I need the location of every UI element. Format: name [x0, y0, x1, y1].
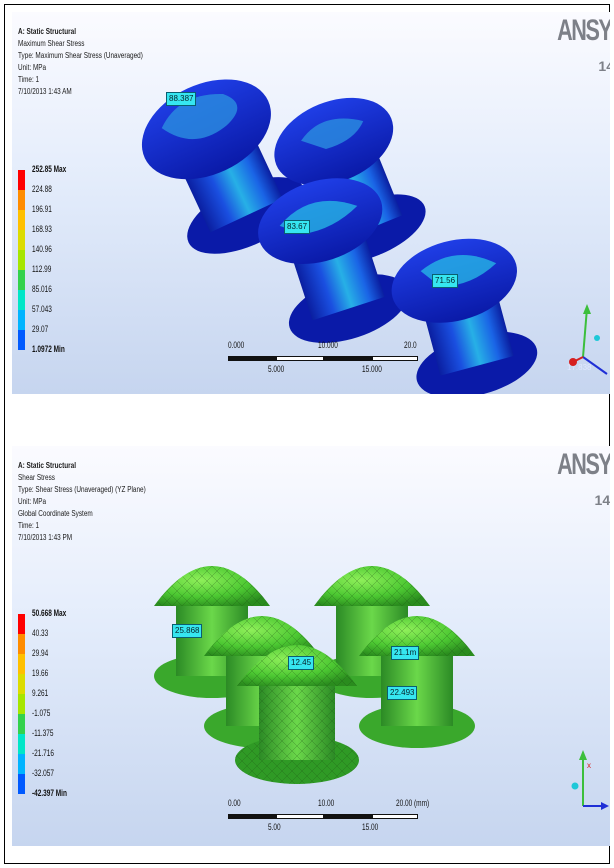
legend-label: -11.375 — [32, 728, 54, 738]
analysis-title: A: Static Structural — [18, 27, 76, 36]
scale-label: 20.0 — [404, 340, 417, 350]
result-type: Type: Maximum Shear Stress (Unaveraged) — [18, 51, 143, 60]
result-date: 7/10/2013 1:43 PM — [18, 533, 73, 542]
probe-label[interactable]: 12.45 — [288, 656, 315, 670]
result-info-block: A: Static Structural Maximum Shear Stres… — [18, 26, 143, 98]
scale-label: 15.000 — [362, 364, 382, 374]
scale-label: 15.00 — [362, 822, 379, 832]
result-name: Maximum Shear Stress — [18, 39, 85, 48]
probe-label[interactable]: 83.67 — [284, 220, 311, 234]
result-time: Time: 1 — [18, 75, 40, 84]
legend-swatch — [18, 754, 25, 774]
legend-label: 57.043 — [32, 304, 52, 314]
legend-swatch — [18, 614, 25, 634]
axis-triad-icon[interactable]: x — [567, 746, 610, 836]
scale-segment — [324, 356, 372, 361]
legend-swatch — [18, 230, 25, 250]
result-coordinate-system: Global Coordinate System — [18, 509, 93, 518]
scale-label: 5.00 — [268, 822, 281, 832]
legend-label: -32.057 — [32, 768, 54, 778]
result-date: 7/10/2013 1:43 AM — [18, 87, 72, 96]
legend-swatch — [18, 674, 25, 694]
scale-label: 10.00 — [318, 798, 335, 808]
ansys-logo: ANSYS — [556, 14, 610, 47]
legend-swatch — [18, 330, 25, 350]
model-geometry-shear-yz[interactable] — [12, 446, 610, 846]
axis-triad-icon[interactable] — [567, 302, 610, 392]
scale-bar: 0.000 10.000 20.0 5.000 15.000 — [228, 340, 428, 380]
result-unit: Unit: MPa — [18, 63, 47, 72]
analysis-title: A: Static Structural — [18, 461, 76, 470]
legend-label: -21.716 — [32, 748, 54, 758]
legend-swatch — [18, 170, 25, 190]
scale-label: 0.00 — [228, 798, 241, 808]
legend-swatch — [18, 190, 25, 210]
ansys-version: 14 — [598, 58, 610, 74]
scale-label: 5.000 — [268, 364, 285, 374]
scale-segment — [372, 356, 418, 361]
legend-label: 196.91 — [32, 204, 52, 214]
result-name: Shear Stress — [18, 473, 55, 482]
scale-segment — [372, 814, 418, 819]
legend-swatch — [18, 774, 25, 794]
legend-label: 29.07 — [32, 324, 49, 334]
legend-swatch — [18, 210, 25, 230]
legend-label: 40.33 — [32, 628, 49, 638]
result-info-block: A: Static Structural Shear Stress Type: … — [18, 460, 146, 544]
probe-label[interactable]: 22.493 — [387, 686, 418, 700]
scale-segment — [276, 356, 324, 361]
legend-label: 112.99 — [32, 264, 52, 274]
legend-label: 29.94 — [32, 648, 49, 658]
scale-segment — [228, 356, 276, 361]
viewport-max-shear-stress[interactable]: A: Static Structural Maximum Shear Stres… — [12, 12, 610, 394]
legend-label: 9.261 — [32, 688, 49, 698]
result-type: Type: Shear Stress (Unaveraged) (YZ Plan… — [18, 485, 146, 494]
probe-label[interactable]: 71.56 — [432, 274, 459, 288]
svg-text:x: x — [587, 761, 591, 770]
model-geometry-max-shear[interactable] — [12, 12, 610, 394]
legend-swatch — [18, 734, 25, 754]
scale-label: 0.000 — [228, 340, 245, 350]
scale-label: 10.000 — [318, 340, 338, 350]
legend-label-min: 1.0972 Min — [32, 344, 65, 354]
probe-label[interactable]: 25.868 — [172, 624, 203, 638]
scale-segment — [276, 814, 324, 819]
legend-label: 224.88 — [32, 184, 52, 194]
legend-swatch — [18, 250, 25, 270]
probe-label: 17.838 — [567, 363, 592, 372]
legend-label: 168.93 — [32, 224, 52, 234]
probe-label[interactable]: 21.1m — [391, 646, 420, 660]
legend-label: 140.96 — [32, 244, 52, 254]
scale-segment — [228, 814, 276, 819]
legend-swatch — [18, 290, 25, 310]
result-unit: Unit: MPa — [18, 497, 47, 506]
legend-swatch — [18, 694, 25, 714]
legend-label: 19.66 — [32, 668, 49, 678]
legend-label: -1.075 — [32, 708, 51, 718]
legend-label: 252.85 Max — [32, 164, 67, 174]
legend-label-min: -42.397 Min — [32, 788, 67, 798]
scale-label: 20.00 (mm) — [396, 798, 430, 808]
legend-swatch — [18, 654, 25, 674]
ansys-logo: ANSYS — [556, 448, 610, 481]
legend-label: 50.668 Max — [32, 608, 67, 618]
legend-swatch — [18, 634, 25, 654]
scale-bar: 0.00 10.00 20.00 (mm) 5.00 15.00 — [228, 798, 430, 838]
probe-label[interactable]: 88.387 — [166, 92, 197, 106]
legend-label: 85.016 — [32, 284, 52, 294]
viewport-shear-stress-yz[interactable]: A: Static Structural Shear Stress Type: … — [12, 446, 610, 846]
legend-swatch — [18, 270, 25, 290]
legend-swatch — [18, 310, 25, 330]
result-time: Time: 1 — [18, 521, 40, 530]
ansys-version: 14. — [594, 492, 610, 508]
scale-segment — [324, 814, 372, 819]
legend-swatch — [18, 714, 25, 734]
